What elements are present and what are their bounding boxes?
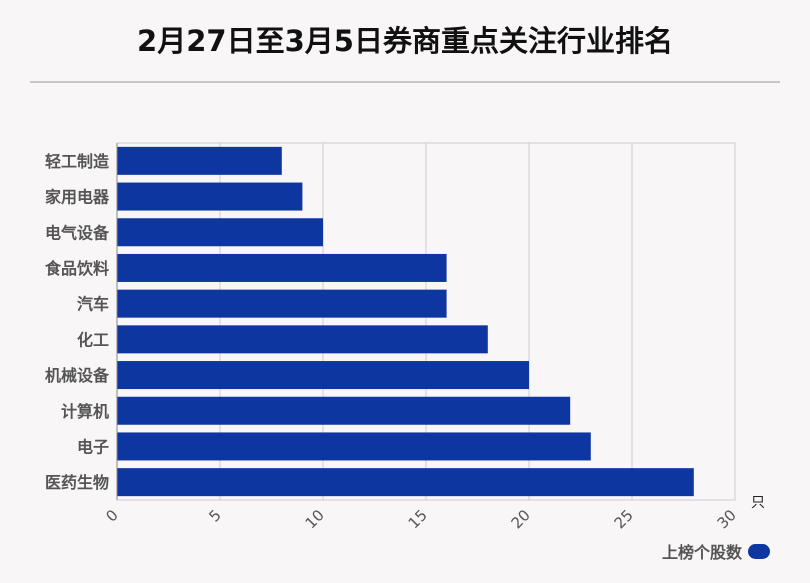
x-unit-label: 只 bbox=[751, 495, 765, 511]
bar bbox=[117, 289, 447, 318]
y-category-label: 机械设备 bbox=[45, 366, 110, 385]
chart-title: 2月27日至3月5日券商重点关注行业排名 bbox=[137, 24, 673, 58]
y-category-label: 计算机 bbox=[61, 402, 109, 421]
bar bbox=[117, 396, 571, 425]
bar bbox=[117, 325, 488, 354]
y-category-label: 家用电器 bbox=[45, 188, 110, 207]
bar bbox=[117, 253, 447, 282]
y-category-label: 电子 bbox=[77, 437, 109, 456]
bar bbox=[117, 218, 323, 247]
bar bbox=[117, 182, 303, 211]
x-tick-label: 30 bbox=[714, 506, 740, 532]
title-divider bbox=[30, 81, 780, 83]
legend: 上榜个股数 bbox=[662, 539, 770, 563]
y-category-label: 汽车 bbox=[77, 295, 109, 314]
x-tick-label: 5 bbox=[205, 506, 224, 525]
bar bbox=[117, 432, 591, 461]
x-tick-label: 10 bbox=[302, 506, 328, 532]
y-category-label: 轻工制造 bbox=[45, 152, 110, 171]
bar bbox=[117, 361, 529, 390]
y-category-label: 电气设备 bbox=[45, 223, 110, 242]
legend-label: 上榜个股数 bbox=[661, 543, 742, 562]
y-category-label: 化工 bbox=[77, 330, 109, 349]
x-tick-label: 15 bbox=[405, 506, 431, 532]
bar bbox=[117, 468, 694, 497]
x-tick-label: 25 bbox=[611, 506, 637, 532]
x-tick-label: 20 bbox=[508, 506, 534, 532]
x-tick-label: 0 bbox=[102, 506, 121, 525]
y-category-label: 医药生物 bbox=[45, 473, 109, 492]
y-category-label: 食品饮料 bbox=[44, 259, 109, 278]
legend-swatch bbox=[748, 543, 770, 559]
bar bbox=[117, 146, 282, 175]
